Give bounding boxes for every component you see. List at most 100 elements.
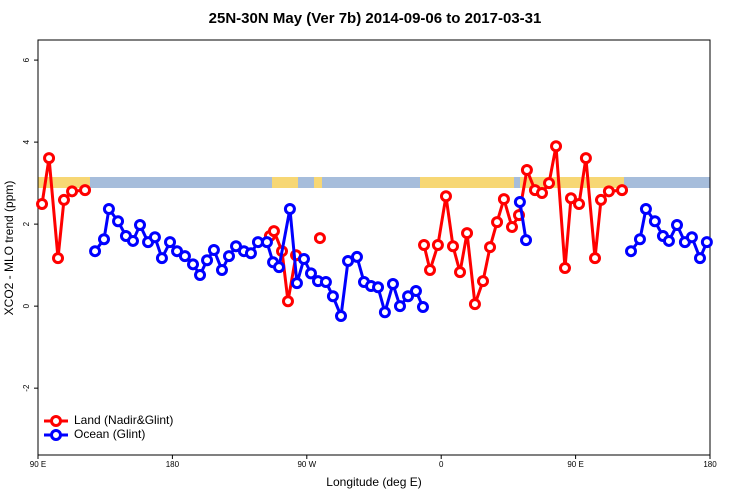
data-point [89,245,102,258]
y-tick-label: 0 [22,303,31,308]
data-point [520,234,533,247]
ocean-band [38,177,710,188]
data-point [304,267,317,280]
data-point [602,185,615,198]
data-point [594,193,607,206]
data-point [273,261,286,274]
data-point [290,277,303,290]
data-point [178,250,191,263]
data-point [148,231,161,244]
data-point [589,252,602,265]
data-point [461,227,474,240]
data-point [550,140,563,153]
data-point [685,231,698,244]
legend-marker [50,415,62,427]
data-point [468,298,481,311]
data-point [409,284,422,297]
data-point [505,220,518,233]
data-point [700,236,713,249]
y-tick-label: -2 [22,384,31,392]
data-point [126,234,139,247]
data-point [283,202,296,215]
data-point [393,300,406,313]
data-point [579,152,592,165]
x-tick-label: 0 [439,460,444,469]
x-tick-label: 90 W [297,460,316,469]
data-point [491,216,504,229]
data-point [319,275,332,288]
data-point [155,252,168,265]
data-point [164,236,177,249]
data-point [79,184,92,197]
land-band [272,177,298,188]
data-point [133,218,146,231]
x-tick-label: 90 E [567,460,583,469]
data-point [215,264,228,277]
data-point [558,262,571,275]
data-point [57,193,70,206]
data-point [66,185,79,198]
data-point [446,240,459,253]
data-point [98,233,111,246]
data-point [194,268,207,281]
data-point [625,245,638,258]
data-point [454,266,467,279]
data-point [326,290,339,303]
legend-label: Land (Nadir&Glint) [74,413,173,427]
data-point [267,225,280,238]
data-point [536,186,548,199]
data-point [662,234,675,247]
y-axis-label: XCO2 - MLO trend (ppm) [2,181,16,316]
data-point [112,215,125,228]
data-point [297,252,310,265]
data-point [616,184,629,197]
land-band [38,177,90,188]
x-axis-label: Longitude (deg E) [326,475,421,489]
data-point [670,218,683,231]
data-point [693,252,706,265]
data-point [43,152,56,165]
data-point [187,258,200,271]
data-point [36,198,49,211]
data-point [260,236,273,249]
data-point [416,300,429,313]
x-tick-label: 90 E [30,460,46,469]
data-point [477,275,490,288]
land-band [314,177,322,188]
data-point [424,264,436,277]
data-point [633,233,646,246]
data-point [281,295,294,308]
data-point [52,252,65,265]
data-point [648,215,661,228]
data-point [350,250,363,263]
y-tick-label: 6 [22,57,31,62]
data-point [402,290,415,303]
data-point [639,202,652,215]
data-point [334,309,347,322]
data-point [386,277,399,290]
data-point [431,239,444,252]
data-point [520,163,533,176]
data-point [497,193,510,206]
data-point [207,243,220,256]
data-point [201,254,214,267]
x-tick-label: 180 [166,460,180,469]
data-point [564,192,577,205]
data-point [573,198,586,211]
data-point [102,202,115,215]
land-band [420,177,514,188]
data-point [439,190,452,203]
data-point [222,250,235,263]
legend-label: Ocean (Glint) [74,427,145,441]
y-tick-label: 4 [22,139,31,144]
data-point [484,241,497,254]
data-point [313,232,326,245]
data-point [372,281,385,294]
data-point [244,247,257,260]
data-point [342,255,355,268]
data-point [543,177,556,190]
land-band [520,177,624,188]
x-tick-label: 180 [703,460,717,469]
chart-title: 25N-30N May (Ver 7b) 2014-09-06 to 2017-… [209,10,542,27]
